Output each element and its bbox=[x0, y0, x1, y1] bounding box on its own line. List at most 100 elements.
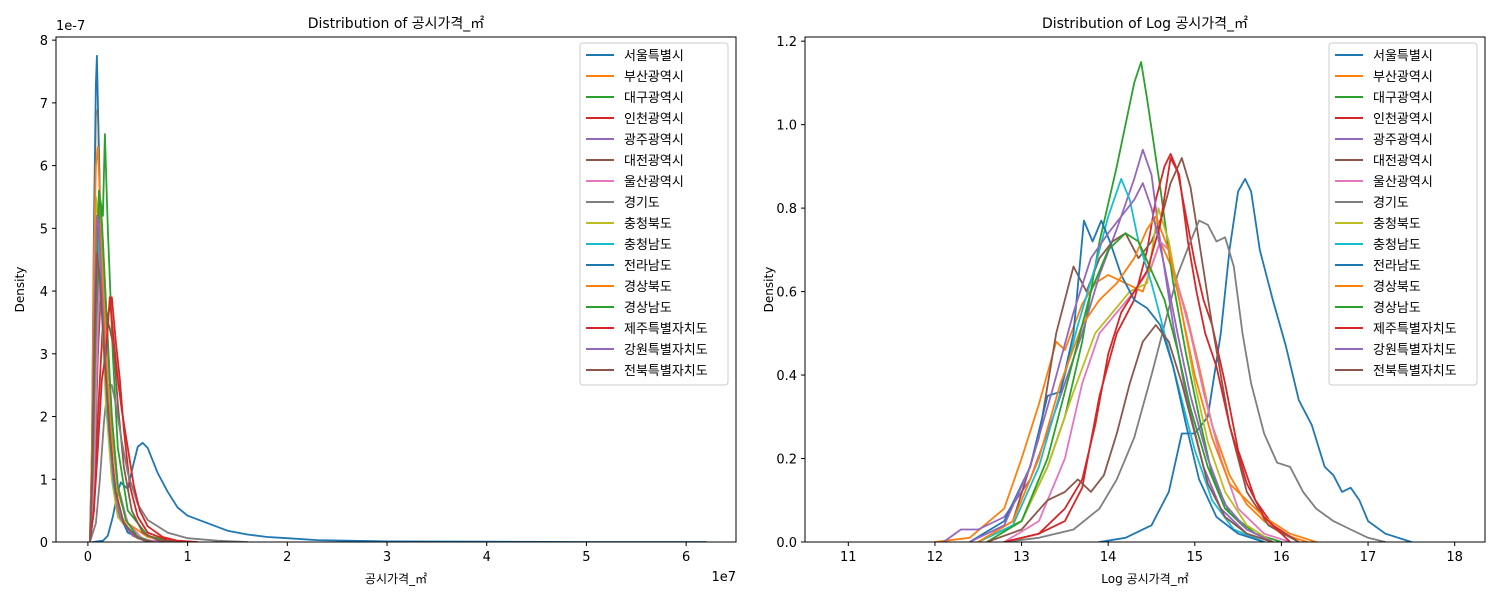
x-tick-label: 13 bbox=[1013, 550, 1030, 565]
series-lines-group bbox=[89, 54, 707, 542]
legend-label: 경기도 bbox=[1373, 196, 1409, 211]
legend-label: 서울특별시 bbox=[1373, 49, 1433, 64]
legend-label: 서울특별시 bbox=[624, 49, 684, 64]
y-tick-label: 0 bbox=[40, 536, 48, 551]
x-tick-label: 17 bbox=[1360, 550, 1377, 565]
legend-label: 인천광역시 bbox=[1373, 112, 1433, 127]
x-tick-label: 5 bbox=[582, 550, 590, 565]
legend-label: 광주광역시 bbox=[1373, 133, 1433, 148]
legend-label: 경상남도 bbox=[624, 301, 672, 316]
series-line-14 bbox=[89, 296, 199, 542]
legend-label: 부산광역시 bbox=[624, 70, 684, 85]
legend-label: 광주광역시 bbox=[624, 133, 684, 148]
series-line-12 bbox=[977, 215, 1317, 542]
legend-label: 전라남도 bbox=[624, 259, 672, 274]
legend-label: 부산광역시 bbox=[1373, 70, 1433, 85]
y-tick-label: 0.2 bbox=[776, 453, 797, 468]
legend-label: 강원특별자치도 bbox=[1373, 343, 1457, 358]
series-line-14 bbox=[1003, 157, 1291, 542]
series-line-9 bbox=[986, 207, 1274, 542]
y-tick-label: 2 bbox=[40, 411, 48, 426]
y-tick-label: 0.8 bbox=[776, 202, 797, 217]
x-tick-label: 4 bbox=[483, 550, 491, 565]
series-line-16 bbox=[986, 324, 1274, 542]
legend-label: 인천광역시 bbox=[624, 112, 684, 127]
series-line-11 bbox=[968, 219, 1265, 542]
x-offset-text: 1e7 bbox=[711, 570, 736, 585]
series-line-5 bbox=[942, 148, 1274, 542]
x-tick-label: 14 bbox=[1100, 550, 1117, 565]
series-line-1 bbox=[92, 442, 707, 542]
x-tick-label: 0 bbox=[84, 550, 92, 565]
y-tick-label: 7 bbox=[40, 97, 48, 112]
y-tick-label: 4 bbox=[40, 285, 48, 300]
legend-frame bbox=[579, 42, 729, 386]
legend-label: 제주특별자치도 bbox=[1373, 322, 1457, 337]
x-tick-label: 18 bbox=[1446, 550, 1463, 565]
series-line-3 bbox=[977, 61, 1283, 542]
x-tick-label: 11 bbox=[840, 550, 857, 565]
legend: 서울특별시부산광역시대구광역시인천광역시광주광역시대전광역시울산광역시경기도충청… bbox=[579, 42, 729, 386]
left-chart-panel: Distribution of 공시가격_㎡ 0 1 2 3 4 5 6 0 1 2 3 4 5 6 7 8 공시… bbox=[13, 16, 737, 586]
series-line-8 bbox=[1003, 219, 1387, 542]
series-line-16 bbox=[89, 252, 154, 542]
y-offset-text: 1e-7 bbox=[56, 19, 85, 34]
y-tick-label: 1.2 bbox=[776, 35, 797, 50]
legend-label: 경상북도 bbox=[624, 280, 672, 295]
legend-label: 전북특별자치도 bbox=[624, 364, 708, 379]
x-axis-label: Log 공시가격_㎡ bbox=[1101, 572, 1188, 586]
legend-label: 대구광역시 bbox=[624, 91, 684, 106]
legend-label: 경기도 bbox=[624, 196, 660, 211]
chart-title: Distribution of 공시가격_㎡ bbox=[308, 16, 485, 32]
legend-label: 대전광역시 bbox=[624, 154, 684, 169]
series-line-15 bbox=[968, 182, 1274, 542]
legend: 서울특별시부산광역시대구광역시인천광역시광주광역시대전광역시울산광역시경기도충청… bbox=[1328, 42, 1478, 386]
series-line-4 bbox=[89, 296, 189, 542]
y-tick-label: 0.0 bbox=[776, 536, 797, 551]
right-chart-panel: Distribution of Log 공시가격_㎡ 11 12 13 14 15 16 17… bbox=[762, 16, 1486, 586]
y-tick-label: 6 bbox=[40, 160, 48, 175]
y-axis-label: Density bbox=[762, 267, 776, 313]
x-tick-label: 1 bbox=[183, 550, 191, 565]
x-tick-label: 12 bbox=[927, 550, 944, 565]
series-line-2 bbox=[934, 240, 1309, 542]
y-tick-label: 3 bbox=[40, 348, 48, 363]
series-line-8 bbox=[89, 384, 249, 542]
series-line-1 bbox=[1098, 178, 1413, 542]
legend-label: 충청남도 bbox=[624, 238, 672, 253]
legend-label: 울산광역시 bbox=[624, 175, 684, 190]
y-tick-label: 8 bbox=[40, 34, 48, 49]
legend-label: 대전광역시 bbox=[1373, 154, 1433, 169]
y-axis-label: Density bbox=[13, 267, 27, 313]
x-tick-label: 16 bbox=[1273, 550, 1290, 565]
x-tick-label: 15 bbox=[1187, 550, 1204, 565]
plot-frame bbox=[804, 36, 1486, 543]
series-line-13 bbox=[986, 232, 1274, 542]
legend-label: 전북특별자치도 bbox=[1373, 364, 1457, 379]
y-tick-label: 0.6 bbox=[776, 286, 797, 301]
legend-label: 강원특별자치도 bbox=[624, 343, 708, 358]
legend-label: 대구광역시 bbox=[1373, 91, 1433, 106]
y-tick-label: 1 bbox=[40, 473, 48, 488]
series-line-10 bbox=[977, 178, 1265, 542]
legend-label: 충청북도 bbox=[1373, 217, 1421, 232]
legend-label: 충청북도 bbox=[624, 217, 672, 232]
chart-title: Distribution of Log 공시가격_㎡ bbox=[1042, 16, 1248, 32]
plot-frame bbox=[55, 36, 737, 543]
y-tick-label: 1.0 bbox=[776, 119, 797, 134]
legend-frame bbox=[1328, 42, 1478, 386]
series-lines-group bbox=[934, 61, 1413, 542]
y-tick-label: 5 bbox=[40, 222, 48, 237]
legend-label: 제주특별자치도 bbox=[624, 322, 708, 337]
x-tick-label: 2 bbox=[283, 550, 291, 565]
x-axis-label: 공시가격_㎡ bbox=[365, 572, 427, 586]
legend-label: 경상북도 bbox=[1373, 280, 1421, 295]
legend-label: 울산광역시 bbox=[1373, 175, 1433, 190]
legend-label: 전라남도 bbox=[1373, 259, 1421, 274]
series-line-6 bbox=[977, 157, 1300, 542]
legend-label: 충청남도 bbox=[1373, 238, 1421, 253]
x-tick-label: 6 bbox=[682, 550, 690, 565]
x-tick-label: 3 bbox=[383, 550, 391, 565]
y-tick-label: 0.4 bbox=[776, 369, 797, 384]
